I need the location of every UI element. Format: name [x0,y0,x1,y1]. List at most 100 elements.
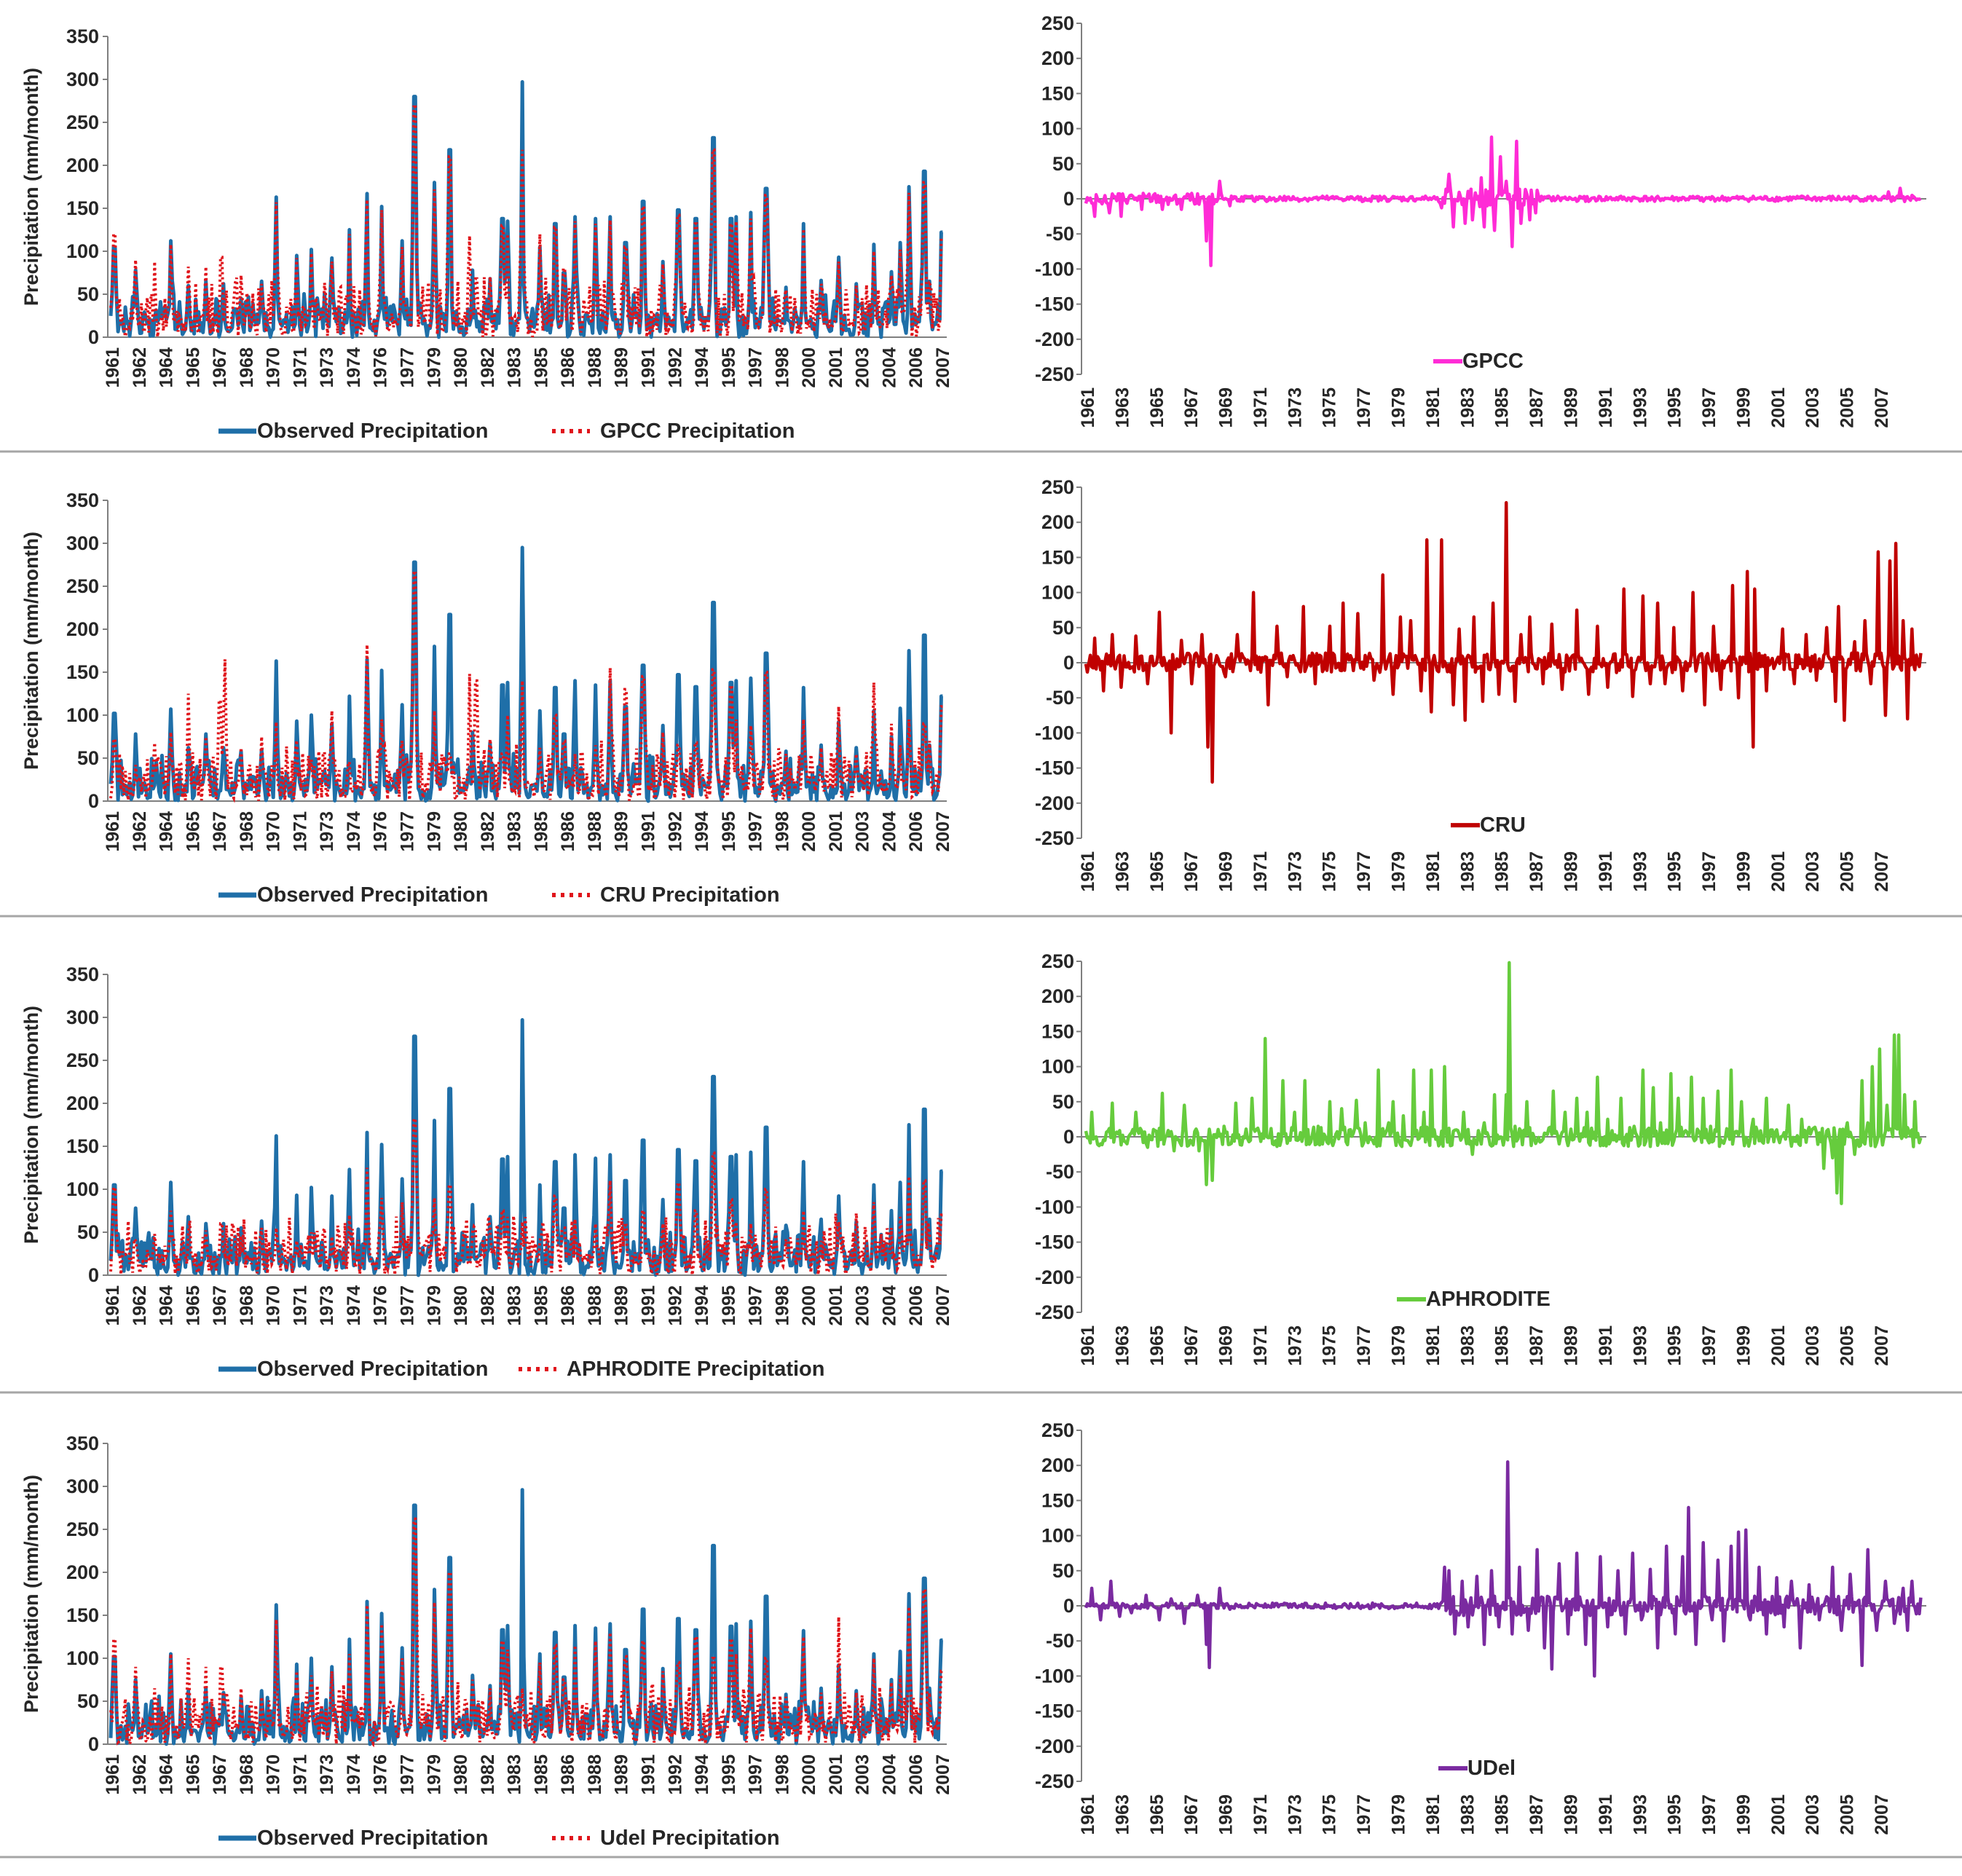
y-tick-label: 200 [1041,47,1074,69]
y-tick-label: 50 [1052,617,1074,639]
x-tick-label: 2004 [879,1285,899,1326]
x-tick-label: 1993 [1630,1794,1650,1835]
difference-line [1084,135,1922,267]
y-tick-label: -150 [1035,1700,1074,1722]
x-tick-label: 1995 [1665,387,1685,428]
x-tick-label: 1988 [585,347,605,388]
x-tick-label: 1993 [1630,387,1650,428]
x-tick-label: 1991 [638,1285,658,1326]
y-tick-label: 250 [1041,476,1074,498]
y-tick-label: 250 [66,1049,99,1071]
x-tick-label: 1980 [451,1285,471,1326]
y-tick-label: -100 [1035,1196,1074,1218]
y-tick-label: 200 [66,154,99,176]
x-tick-label: 1985 [531,811,551,852]
y-tick-label: 100 [1041,1525,1074,1547]
x-tick-label: 1974 [344,1285,364,1326]
y-tick-label: 300 [66,532,99,554]
x-tick-label: 2006 [906,811,926,852]
x-tick-label: 1983 [1457,851,1478,892]
y-tick-label: 100 [1041,582,1074,604]
x-tick-label: 2003 [1803,387,1823,428]
x-tick-label: 1962 [130,347,150,388]
x-tick-label: 1967 [210,1754,230,1795]
observed-precipitation-line [109,545,943,803]
x-tick-label: 1965 [1147,1325,1167,1366]
x-tick-label: 1989 [612,347,632,388]
y-tick-label: -50 [1046,223,1074,245]
x-tick-label: 1986 [558,811,578,852]
y-tick-label: 250 [1041,950,1074,972]
x-tick-label: 1973 [1285,1325,1305,1366]
x-tick-label: 1980 [451,811,471,852]
x-tick-label: 1967 [210,1285,230,1326]
x-tick-label: 1997 [746,1754,766,1795]
x-tick-label: 1989 [1561,1325,1581,1366]
x-tick-label: 2007 [933,1754,953,1795]
x-tick-label: 1983 [505,1285,525,1326]
x-tick-label: 2005 [1837,387,1858,428]
x-tick-label: 1998 [772,1285,792,1326]
x-tick-label: 1971 [1250,1794,1271,1835]
x-tick-label: 2007 [1872,387,1892,428]
legend-product-label: CRU Precipitation [600,883,780,907]
x-tick-label: 2006 [906,1754,926,1795]
x-tick-label: 2001 [1768,851,1789,892]
x-tick-label: 2007 [933,347,953,388]
x-tick-label: 1994 [692,811,712,852]
x-tick-label: 1983 [1457,387,1478,428]
y-tick-label: 50 [1052,1560,1074,1582]
y-tick-label: 50 [77,1221,99,1243]
x-tick-label: 1991 [1596,1794,1616,1835]
x-tick-label: 1994 [692,1285,712,1326]
x-tick-label: 1975 [1320,1794,1340,1835]
x-tick-label: 1963 [1112,851,1132,892]
x-tick-label: 1982 [478,1285,498,1326]
y-tick-label: 0 [1063,1126,1074,1148]
x-tick-label: 1976 [371,1754,391,1795]
x-tick-label: 1983 [505,347,525,388]
x-tick-label: 1994 [692,1754,712,1795]
y-tick-label: 0 [88,790,99,812]
x-tick-label: 1986 [558,1285,578,1326]
x-tick-label: 1979 [424,1285,444,1326]
x-tick-label: 2007 [1872,1794,1892,1835]
x-tick-label: 1987 [1526,851,1547,892]
x-tick-label: 1975 [1320,387,1340,428]
x-tick-label: 2006 [906,347,926,388]
x-tick-label: 1973 [317,1285,337,1326]
y-tick-label: 350 [66,963,99,985]
x-tick-label: 1988 [585,1754,605,1795]
x-tick-label: 1976 [371,347,391,388]
y-tick-label: 350 [66,489,99,511]
x-tick-label: 1974 [344,347,364,388]
x-tick-label: 1976 [371,811,391,852]
x-tick-label: 1979 [424,811,444,852]
x-tick-label: 1981 [1423,851,1443,892]
x-tick-label: 2001 [826,811,846,852]
x-tick-label: 1991 [1596,851,1616,892]
x-tick-label: 1963 [1112,1325,1132,1366]
x-tick-label: 1986 [558,347,578,388]
y-tick-label: 50 [1052,153,1074,175]
x-tick-label: 2000 [799,1754,819,1795]
x-tick-label: 1977 [398,347,418,388]
x-tick-label: 1989 [1561,851,1581,892]
x-tick-label: 1975 [1320,1325,1340,1366]
observed-precipitation-line [109,1018,943,1277]
x-tick-label: 1989 [1561,387,1581,428]
x-tick-label: 1987 [1526,1794,1547,1835]
x-tick-label: 1968 [237,1285,257,1326]
x-tick-label: 2007 [933,1285,953,1326]
y-tick-label: 300 [66,1475,99,1497]
x-tick-label: 2005 [1837,851,1858,892]
x-tick-label: 1983 [505,1754,525,1795]
x-tick-label: 1985 [531,1285,551,1326]
x-tick-label: 1987 [1526,1325,1547,1366]
y-tick-label: -200 [1035,1266,1074,1288]
x-tick-label: 1965 [183,811,203,852]
x-tick-label: 1977 [1354,1794,1374,1835]
x-tick-label: 1977 [1354,1325,1374,1366]
y-tick-label: -250 [1035,1301,1074,1323]
legend-label: UDel [1467,1757,1516,1780]
